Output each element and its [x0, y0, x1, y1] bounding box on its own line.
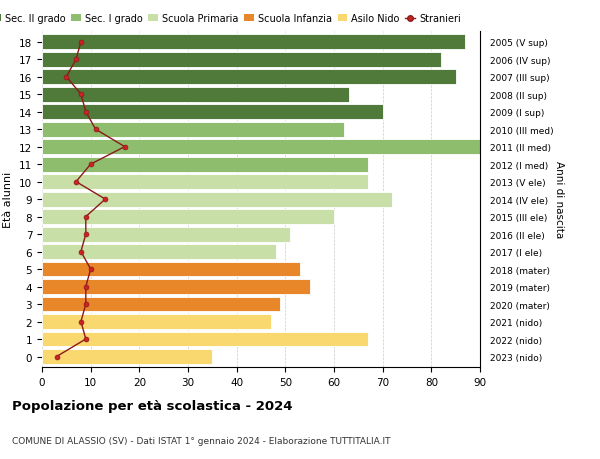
Bar	[42, 88, 349, 102]
Legend: Sec. II grado, Sec. I grado, Scuola Primaria, Scuola Infanzia, Asilo Nido, Stran: Sec. II grado, Sec. I grado, Scuola Prim…	[0, 14, 461, 24]
Bar	[42, 175, 368, 190]
Y-axis label: Anni di nascita: Anni di nascita	[554, 161, 565, 238]
Bar	[42, 157, 368, 172]
Bar	[42, 105, 383, 120]
Bar	[42, 140, 485, 155]
Bar	[42, 280, 310, 294]
Bar	[42, 314, 271, 329]
Bar	[42, 349, 212, 364]
Text: COMUNE DI ALASSIO (SV) - Dati ISTAT 1° gennaio 2024 - Elaborazione TUTTITALIA.IT: COMUNE DI ALASSIO (SV) - Dati ISTAT 1° g…	[12, 436, 391, 445]
Bar	[42, 332, 368, 347]
Y-axis label: Età alunni: Età alunni	[4, 172, 13, 228]
Bar	[42, 245, 275, 259]
Bar	[42, 262, 300, 277]
Bar	[42, 192, 392, 207]
Bar	[42, 227, 290, 242]
Bar	[42, 297, 280, 312]
Text: Popolazione per età scolastica - 2024: Popolazione per età scolastica - 2024	[12, 399, 293, 412]
Bar	[42, 70, 455, 85]
Bar	[42, 123, 344, 137]
Bar	[42, 210, 334, 224]
Bar	[42, 53, 441, 67]
Bar	[42, 35, 466, 50]
